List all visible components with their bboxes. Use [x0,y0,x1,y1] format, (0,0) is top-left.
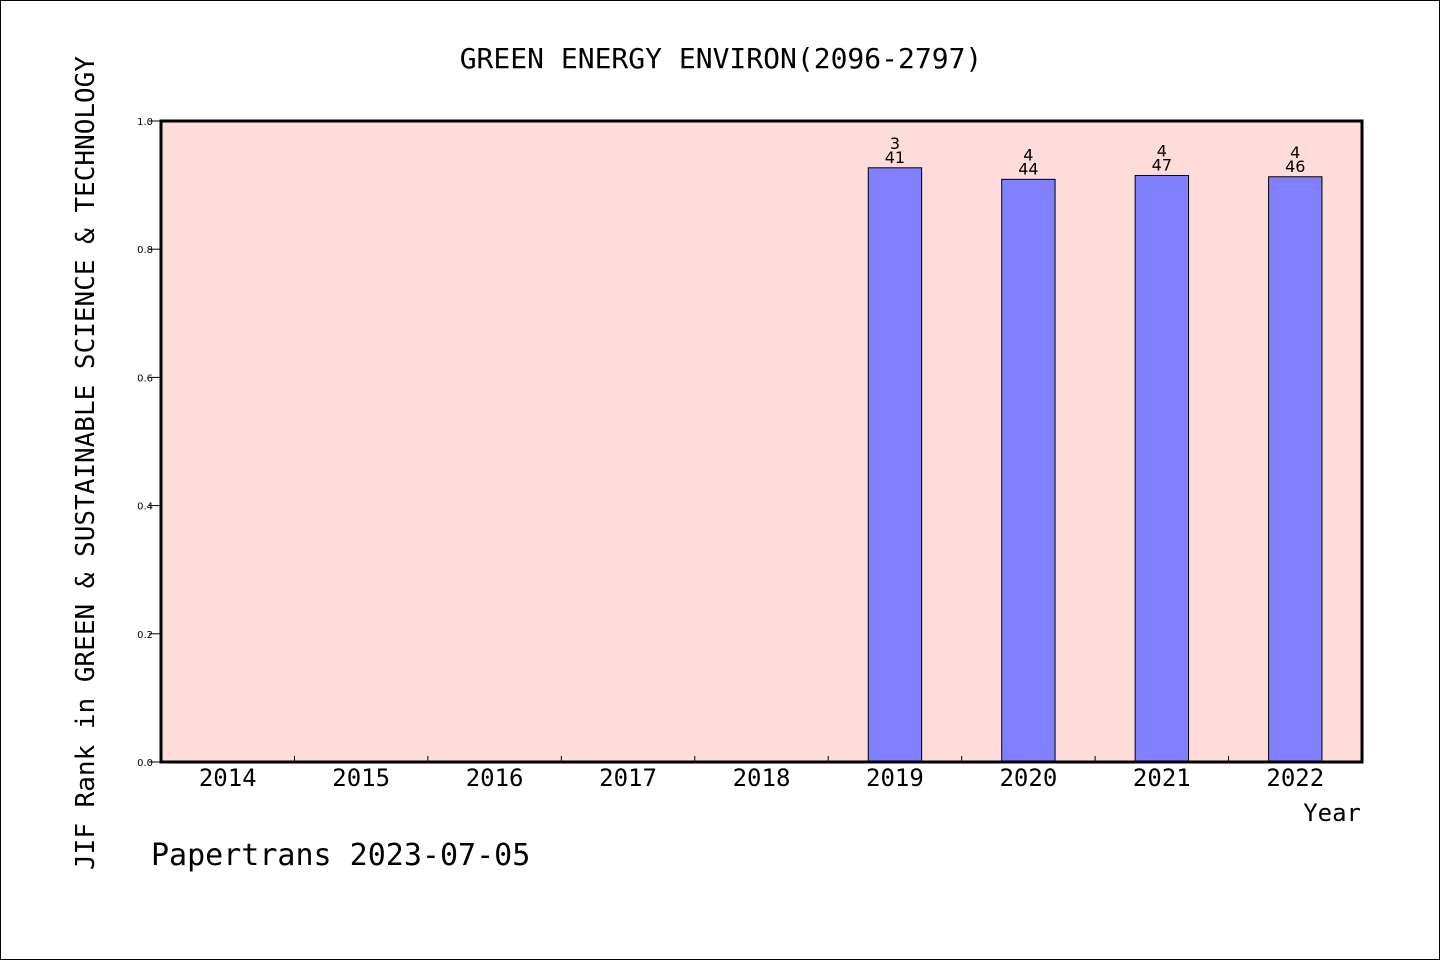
x-tick-label: 2019 [866,764,924,792]
x-tick-label: 2022 [1266,764,1324,792]
bar [867,167,923,763]
bar-rank-label: 4 [1290,143,1300,162]
bar-rank-label: 3 [890,134,900,153]
x-tick-label: 2017 [599,764,657,792]
bar-total-label: 41 [885,148,905,167]
bar-rank-label: 4 [1157,141,1167,160]
y-tick-label: 0.6 [137,373,153,384]
x-axis-label: Year [1303,799,1361,827]
x-tick-label: 2021 [1133,764,1191,792]
plot-border [159,119,1364,764]
y-tick-label: 0.4 [137,502,153,513]
y-tick-label: 0.8 [137,245,153,256]
bar-total-label: 44 [1018,159,1038,178]
x-tick-label: 2015 [332,764,390,792]
x-tick-label: 2016 [466,764,524,792]
bar [1268,176,1323,763]
y-axis-label: JIF Rank in GREEN & SUSTAINABLE SCIENCE … [71,56,101,870]
bar-total-label: 46 [1285,157,1305,176]
x-tick-label: 2018 [733,764,791,792]
y-tick-label: 0.0 [137,758,153,769]
chart-title: GREEN ENERGY ENVIRON(2096-2797) [460,42,983,75]
y-tick-label: 0.2 [137,630,153,641]
bar-rank-label: 4 [1023,145,1033,164]
x-tick-label: 2020 [999,764,1057,792]
bar [1001,178,1056,763]
footer-credit: Papertrans 2023-07-05 [151,838,530,873]
bar [1134,174,1190,763]
bar-total-label: 47 [1152,155,1172,174]
y-tick-label: 1.0 [137,117,153,128]
x-tick-label: 2014 [199,764,257,792]
